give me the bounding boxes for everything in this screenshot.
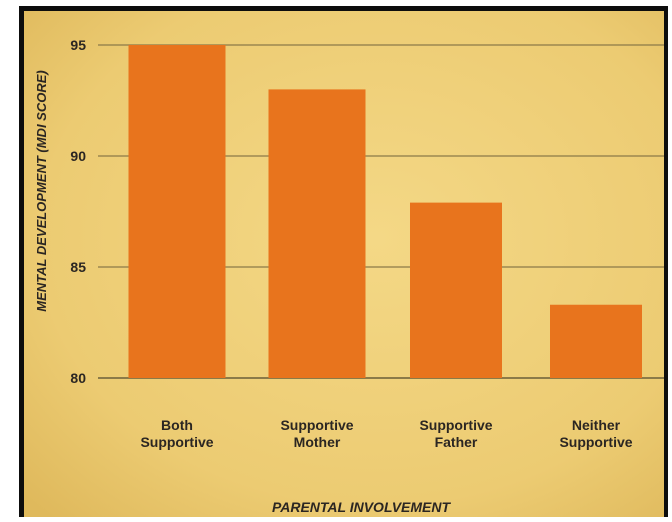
bar-3 xyxy=(550,304,642,378)
y-axis-label: MENTAL DEVELOPMENT (MDI SCORE) xyxy=(34,70,49,311)
bars xyxy=(128,45,642,379)
y-tick-label-85: 85 xyxy=(70,259,86,275)
y-tick-label-95: 95 xyxy=(70,37,86,53)
x-axis-label: PARENTAL INVOLVEMENT xyxy=(272,499,452,515)
bar-2 xyxy=(410,202,502,378)
x-tick-label-0: Both Supportive xyxy=(140,417,213,450)
bar-0 xyxy=(128,45,226,378)
y-tick-labels: 80 85 90 95 xyxy=(70,37,86,386)
y-tick-label-80: 80 xyxy=(70,370,86,386)
x-tick-label-1: Supportive Mother xyxy=(280,417,353,450)
y-tick-label-90: 90 xyxy=(70,148,86,164)
x-tick-label-3: Neither Supportive xyxy=(559,417,632,450)
x-tick-labels: Both Supportive Supportive Mother Supportive… xyxy=(140,417,632,450)
bar-1 xyxy=(268,89,366,379)
x-tick-label-2: Supportive Father xyxy=(419,417,492,450)
